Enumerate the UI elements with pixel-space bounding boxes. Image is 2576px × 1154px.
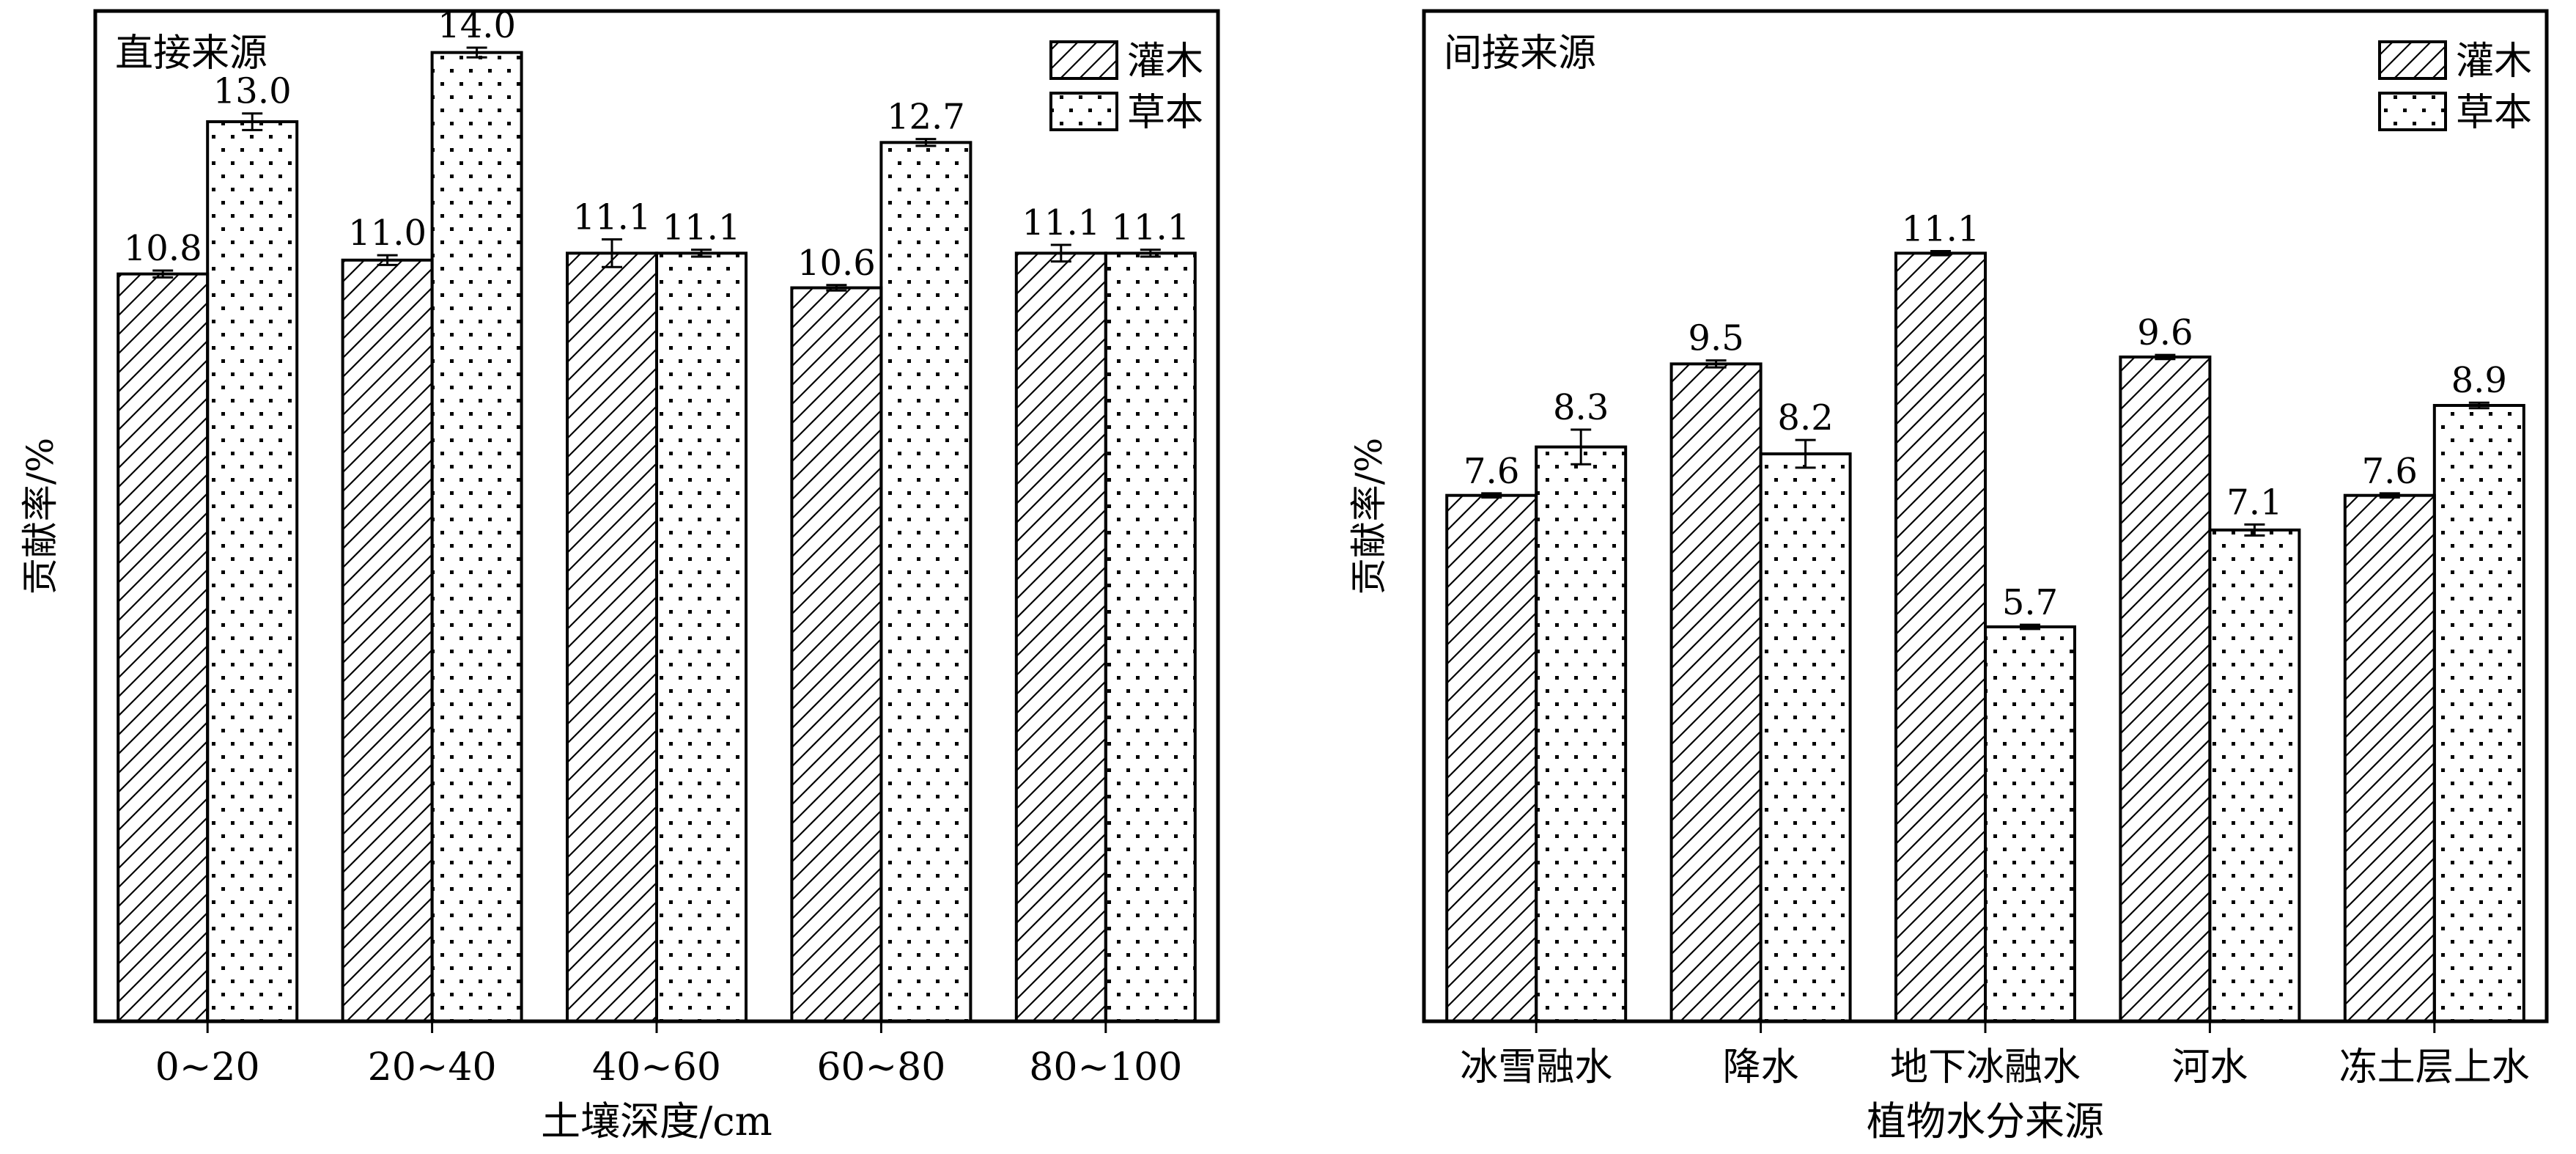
bar-shrub xyxy=(566,251,658,1023)
error-bar xyxy=(1481,492,1502,499)
bar-herb xyxy=(879,141,973,1023)
legend-swatch xyxy=(1049,40,1118,80)
panel-label: 直接来源 xyxy=(115,32,267,76)
legend-label: 灌木 xyxy=(1127,40,1203,84)
error-bar xyxy=(1705,359,1727,369)
error-bar xyxy=(915,138,937,147)
error-bar xyxy=(2020,623,2040,631)
bar-shrub xyxy=(1894,251,1987,1023)
data-label: 7.6 xyxy=(1464,451,1519,492)
x-tick-label: 冻土层上水 xyxy=(2339,1045,2530,1089)
data-label: 9.6 xyxy=(2137,312,2193,353)
data-label: 10.8 xyxy=(124,228,202,269)
data-label: 14.0 xyxy=(438,5,516,46)
error-bar xyxy=(2244,523,2265,537)
error-bar xyxy=(242,112,263,131)
panel-label: 间接来源 xyxy=(1444,32,1596,76)
error-bar xyxy=(826,284,847,292)
error-bar xyxy=(602,238,622,268)
error-bar xyxy=(1930,250,1951,257)
data-label: 11.1 xyxy=(1902,209,1980,250)
bar-herb xyxy=(2208,528,2301,1023)
error-bar xyxy=(466,46,487,59)
bar-herb xyxy=(206,120,299,1023)
error-bar xyxy=(377,254,398,266)
bar-herb xyxy=(1535,445,1628,1023)
data-label: 13.0 xyxy=(213,71,292,112)
legend-swatch xyxy=(2378,92,2447,131)
data-label: 7.6 xyxy=(2362,451,2418,492)
error-bar xyxy=(2155,353,2176,361)
error-bar xyxy=(1050,243,1071,263)
bar-herb xyxy=(1104,251,1197,1023)
error-bar xyxy=(2468,401,2490,410)
bar-herb xyxy=(430,51,523,1023)
x-tick-label: 20~40 xyxy=(368,1045,497,1089)
data-label: 11.1 xyxy=(573,196,652,238)
x-tick-label: 河水 xyxy=(2171,1045,2248,1089)
data-label: 11.1 xyxy=(663,207,741,249)
bar-herb xyxy=(1759,452,1852,1023)
y-axis-label: 贡献率/% xyxy=(19,438,62,595)
bar-herb xyxy=(2432,403,2525,1023)
error-bar xyxy=(152,269,174,279)
x-tick-label: 60~80 xyxy=(816,1045,945,1089)
data-label: 8.9 xyxy=(2451,360,2507,401)
y-axis-label: 贡献率/% xyxy=(1348,438,1390,595)
error-bar xyxy=(2379,492,2400,499)
x-axis-label: 植物水分来源 xyxy=(1867,1098,2104,1144)
data-label: 7.1 xyxy=(2226,482,2282,523)
bar-shrub xyxy=(341,258,434,1023)
data-label: 9.5 xyxy=(1688,318,1743,359)
error-bar xyxy=(1140,249,1161,258)
bar-shrub xyxy=(1669,362,1763,1023)
x-tick-label: 冰雪融水 xyxy=(1460,1045,1612,1089)
bar-herb xyxy=(655,251,748,1023)
chart-panel-direct-sources: 直接来源 0~20 10.8 13.0 20~40 11.0 14.0 40~60 11.1 11… xyxy=(19,5,1220,1144)
x-tick-label: 0~20 xyxy=(155,1045,260,1089)
data-label: 5.7 xyxy=(2002,582,2058,623)
x-axis-label: 土壤深度/cm xyxy=(541,1098,772,1144)
x-tick-label: 地下冰融水 xyxy=(1890,1045,2081,1089)
error-bar xyxy=(1795,438,1816,469)
data-label: 12.7 xyxy=(887,97,965,138)
data-label: 8.2 xyxy=(1777,397,1833,438)
legend-swatch xyxy=(2378,40,2447,80)
legend-label: 草本 xyxy=(1127,91,1203,135)
legend-swatch xyxy=(1049,92,1118,131)
legend-label: 灌木 xyxy=(2456,40,2532,84)
x-tick-label: 40~60 xyxy=(592,1045,721,1089)
data-label: 11.1 xyxy=(1022,202,1100,243)
data-label: 10.6 xyxy=(797,243,876,284)
data-label: 8.3 xyxy=(1553,387,1609,428)
bar-herb xyxy=(1984,625,2076,1023)
x-tick-label: 80~100 xyxy=(1029,1045,1182,1089)
bar-shrub xyxy=(117,272,210,1023)
legend-label: 草本 xyxy=(2456,91,2532,135)
error-bar xyxy=(691,249,712,258)
bar-shrub xyxy=(790,286,883,1023)
bar-shrub xyxy=(2343,493,2436,1023)
x-tick-label: 降水 xyxy=(1723,1045,1799,1089)
bar-shrub xyxy=(1445,493,1538,1023)
data-label: 11.1 xyxy=(1111,207,1189,249)
bar-shrub xyxy=(1014,251,1107,1023)
bar-shrub xyxy=(2119,355,2212,1023)
data-label: 11.0 xyxy=(348,213,427,254)
error-bar xyxy=(1571,428,1592,466)
